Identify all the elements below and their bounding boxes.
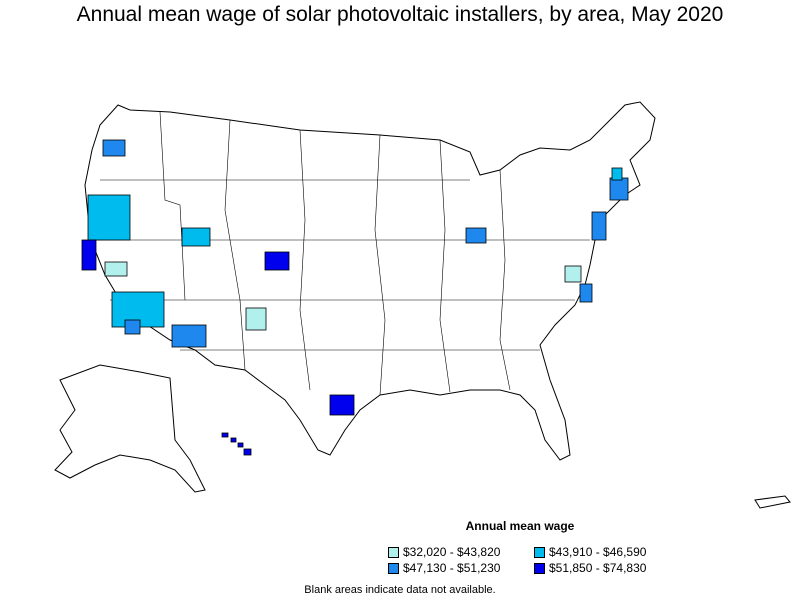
legend-item-2: $43,910 - $46,590 (534, 545, 646, 559)
area-chicago (465, 227, 487, 244)
puerto-rico-outline (754, 495, 791, 509)
area-boston (609, 177, 629, 201)
area-sf-bay (81, 239, 97, 271)
legend-label-1: $32,020 - $43,820 (403, 545, 501, 559)
legend-swatch-2 (534, 546, 545, 558)
area-new-mexico (245, 307, 267, 331)
data-areas (81, 139, 629, 416)
legend-swatch-4 (534, 562, 545, 574)
area-portland (102, 139, 126, 157)
legend-item-1: $32,020 - $43,820 (388, 545, 500, 559)
legend-swatch-3 (388, 562, 399, 574)
area-denver (264, 251, 290, 271)
area-boundaries (92, 111, 590, 396)
area-austin (329, 394, 355, 416)
legend-swatch-1 (388, 546, 399, 558)
area-phoenix (171, 324, 207, 348)
footnote: Blank areas indicate data not available. (304, 584, 496, 596)
legend-item-3: $47,130 - $51,230 (388, 561, 500, 575)
legend-label-3: $47,130 - $51,230 (403, 561, 501, 575)
area-massachusetts (611, 167, 623, 181)
hawaii-islands (221, 432, 252, 456)
area-salt-lake (181, 227, 211, 247)
area-virginia (579, 283, 593, 303)
area-san-diego (124, 319, 141, 335)
area-dc (564, 265, 582, 283)
legend-item-4: $51,850 - $74,830 (534, 561, 646, 575)
area-n-california (87, 194, 131, 241)
area-new-jersey (591, 211, 607, 241)
alaska-outline (54, 364, 206, 493)
map-title: Annual mean wage of solar photovoltaic i… (76, 3, 724, 26)
legend-title: Annual mean wage (465, 519, 575, 533)
area-central-ca (104, 261, 128, 277)
legend-label-2: $43,910 - $46,590 (549, 545, 647, 559)
legend-label-4: $51,850 - $74,830 (549, 561, 647, 575)
